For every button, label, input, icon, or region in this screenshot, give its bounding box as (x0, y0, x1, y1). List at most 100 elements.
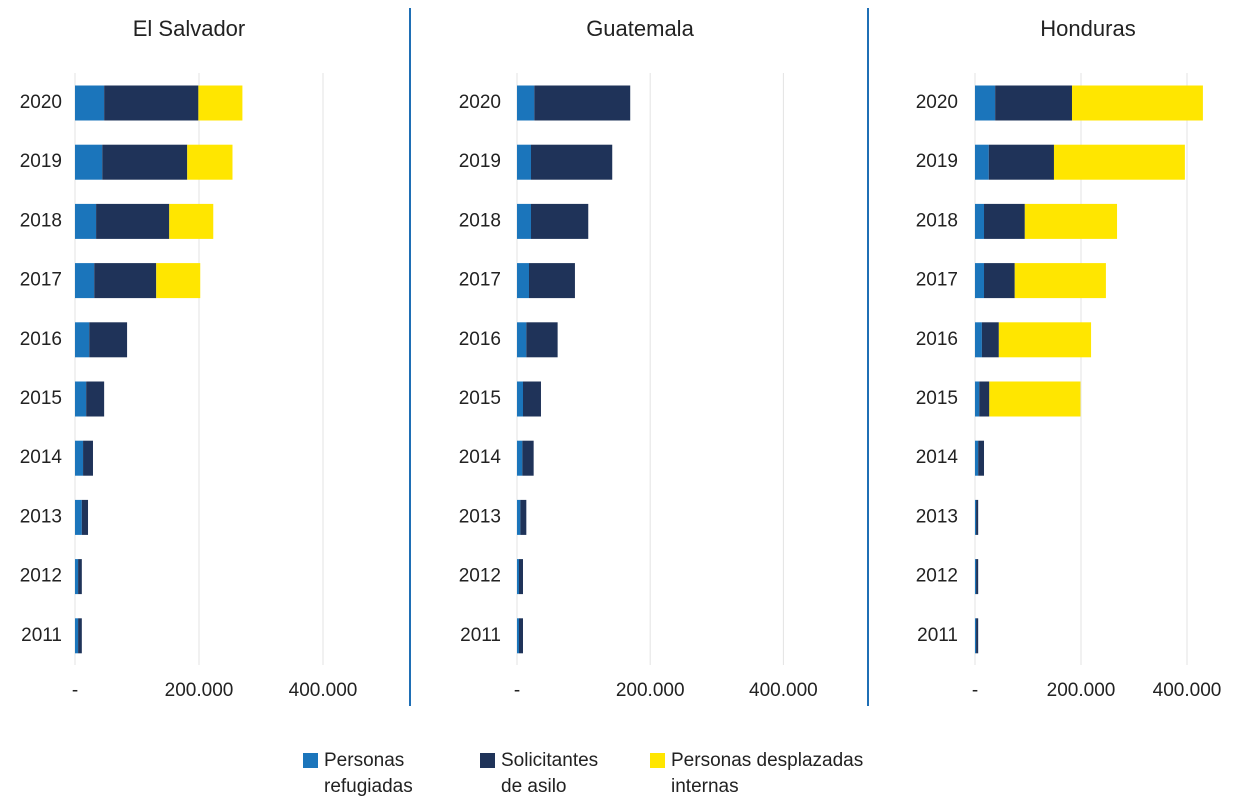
bar-segment (75, 440, 84, 476)
bar-segment (979, 381, 990, 417)
bar-segment (1053, 144, 1185, 180)
bar-segment (1014, 263, 1106, 299)
y-tick-label: 2012 (916, 566, 958, 587)
y-tick-label: 2018 (20, 210, 62, 231)
y-tick-label: 2015 (459, 388, 501, 409)
y-tick-label: 2015 (20, 388, 62, 409)
bar-segment (988, 144, 1054, 180)
bar-segment (517, 381, 523, 417)
bar-segment (975, 381, 980, 417)
bar-segment (530, 144, 613, 180)
bar-segment (75, 559, 79, 595)
bar-segment (976, 559, 979, 595)
bar-segment (104, 85, 199, 121)
bar-segment (975, 440, 979, 476)
bar-segment (75, 263, 95, 299)
legend-item: Solicitantes de asilo (480, 748, 600, 798)
y-tick-label: 2016 (459, 329, 501, 350)
x-tick-label: 400.000 (1153, 680, 1222, 701)
bar-segment (995, 85, 1072, 121)
bar-segment (517, 499, 521, 535)
y-tick-label: 2017 (20, 270, 62, 291)
y-tick-label: 2017 (459, 270, 501, 291)
bar-segment (517, 559, 519, 595)
bar-segment (518, 559, 523, 595)
bar-segment (75, 499, 82, 535)
bar-segment (522, 440, 534, 476)
x-tick-label: - (72, 680, 78, 701)
legend-label: Personas refugiadas (324, 750, 413, 797)
bar-segment (94, 263, 157, 299)
bar-segment (517, 322, 527, 358)
legend-swatch (303, 753, 318, 768)
bar-segment (517, 144, 531, 180)
bar-segment (975, 144, 989, 180)
legend-swatch (480, 753, 495, 768)
bar-segment (975, 85, 996, 121)
bar-segment (78, 618, 82, 654)
y-tick-label: 2015 (916, 388, 958, 409)
bar-segment (96, 203, 170, 239)
panel-title: El Salvador (133, 16, 246, 41)
bar-segment (975, 322, 982, 358)
y-tick-label: 2020 (20, 92, 62, 113)
y-tick-label: 2013 (459, 506, 501, 527)
y-tick-label: 2020 (916, 92, 958, 113)
bar-segment (187, 144, 233, 180)
bar-segment (75, 618, 79, 654)
bar-segment (975, 203, 985, 239)
bar-segment (1071, 85, 1203, 121)
bar-segment (984, 263, 1015, 299)
y-tick-label: 2019 (20, 151, 62, 172)
y-tick-label: 2017 (916, 270, 958, 291)
bar-segment (517, 263, 529, 299)
bar-segment (528, 263, 575, 299)
bar-segment (978, 440, 985, 476)
bar-segment (517, 85, 535, 121)
bar-segment (75, 203, 97, 239)
legend-item: Personas refugiadas (303, 748, 418, 798)
bar-segment (530, 203, 589, 239)
x-tick-label: 400.000 (289, 680, 358, 701)
bar-segment (75, 381, 87, 417)
bar-segment (522, 381, 541, 417)
x-tick-label: - (972, 680, 978, 701)
bar-segment (998, 322, 1092, 358)
bar-segment (1024, 203, 1118, 239)
y-tick-label: 2016 (20, 329, 62, 350)
bar-segment (83, 440, 93, 476)
bar-segment (526, 322, 558, 358)
y-tick-label: 2011 (460, 625, 501, 646)
y-tick-label: 2019 (459, 151, 501, 172)
x-tick-label: 200.000 (616, 680, 685, 701)
bar-segment (975, 499, 977, 535)
bar-segment (534, 85, 631, 121)
bar-segment (156, 263, 201, 299)
x-tick-label: 200.000 (1047, 680, 1116, 701)
bar-segment (989, 381, 1081, 417)
bar-segment (975, 263, 985, 299)
bar-segment (75, 144, 103, 180)
y-tick-label: 2016 (916, 329, 958, 350)
bar-segment (75, 85, 105, 121)
bar-segment (984, 203, 1025, 239)
x-tick-label: - (514, 680, 520, 701)
y-tick-label: 2018 (459, 210, 501, 231)
y-tick-label: 2012 (20, 566, 62, 587)
bar-segment (976, 499, 979, 535)
y-tick-label: 2018 (916, 210, 958, 231)
y-tick-label: 2014 (459, 447, 502, 468)
legend-item: Personas desplazadas internas (650, 748, 890, 798)
panel-title: Honduras (1040, 16, 1135, 41)
y-tick-label: 2020 (459, 92, 501, 113)
bar-segment (975, 618, 977, 654)
y-tick-label: 2011 (917, 625, 958, 646)
bar-segment (520, 499, 527, 535)
bar-segment (517, 618, 519, 654)
bar-segment (81, 499, 89, 535)
legend-label: Solicitantes de asilo (501, 750, 599, 797)
y-tick-label: 2014 (20, 447, 63, 468)
legend-label: Personas desplazadas internas (671, 750, 864, 797)
y-tick-label: 2019 (916, 151, 958, 172)
